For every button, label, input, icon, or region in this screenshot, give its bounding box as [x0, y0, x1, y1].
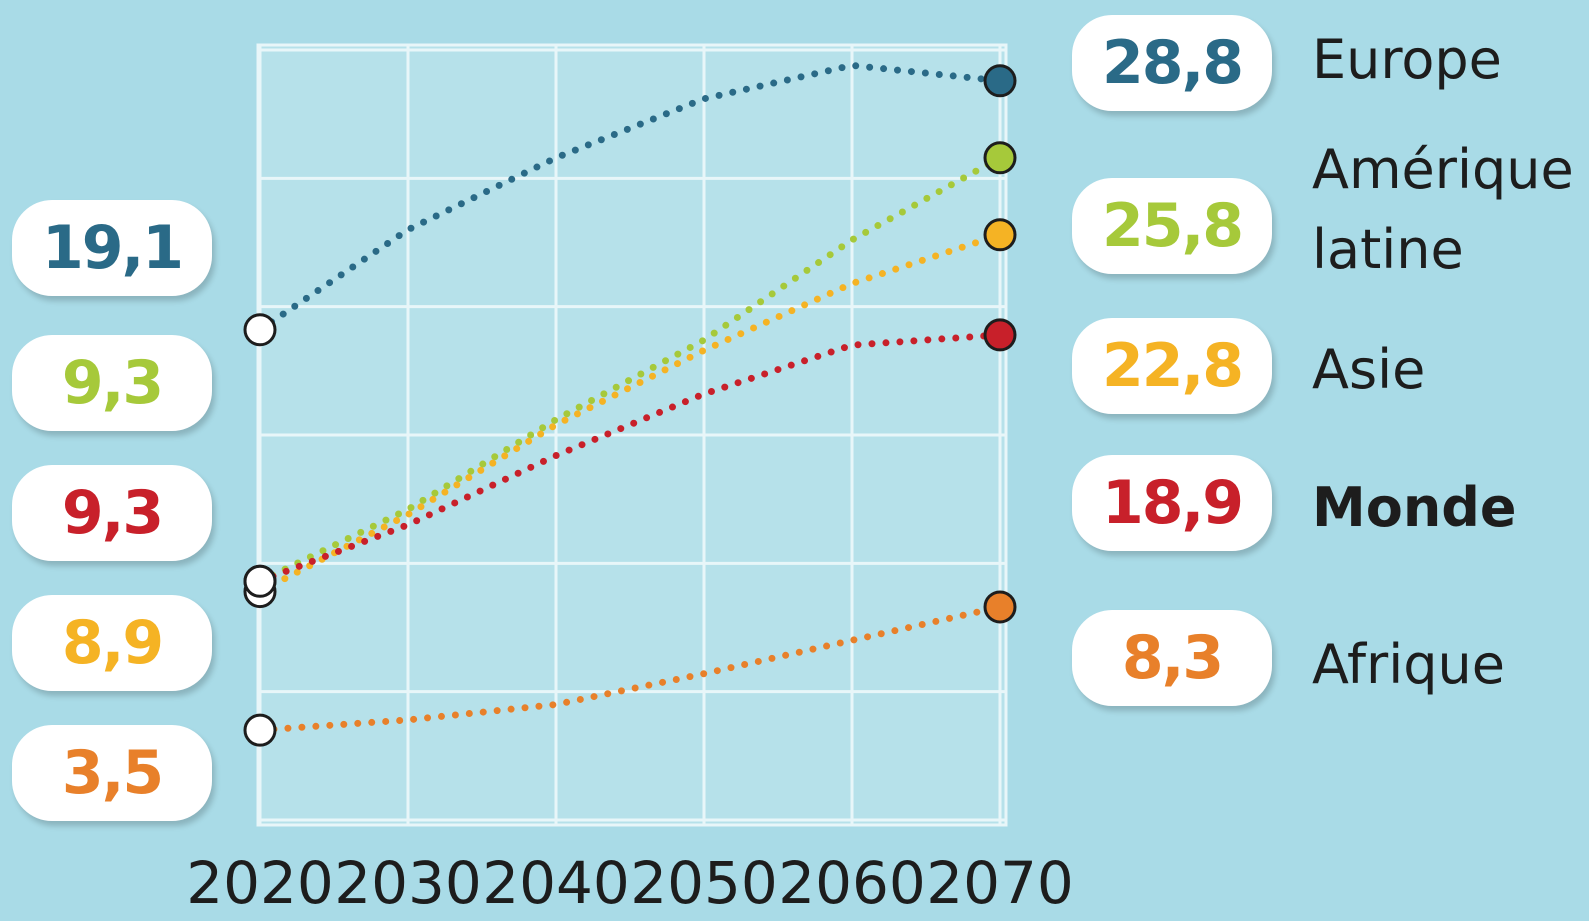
end-marker	[985, 592, 1015, 622]
start-marker	[245, 315, 275, 345]
x-tick-label: 2070	[926, 849, 1074, 917]
end-marker	[985, 320, 1015, 350]
end-value-label: 25,8	[1072, 178, 1272, 274]
chart: 202020302040205020602070 19,1 9,3 9,3 8,9 3,…	[0, 0, 1589, 921]
start-marker	[245, 566, 275, 596]
start-value-label: 8,9	[12, 595, 212, 691]
start-value-label: 19,1	[12, 200, 212, 296]
end-marker	[985, 66, 1015, 96]
legend-label: Afrique	[1312, 625, 1582, 705]
end-marker	[985, 143, 1015, 173]
x-tick-label: 2030	[334, 849, 482, 917]
start-marker	[245, 715, 275, 745]
legend-label: Monde	[1312, 468, 1582, 548]
end-value-label: 28,8	[1072, 15, 1272, 111]
x-tick-label: 2050	[630, 849, 778, 917]
end-value-label: 22,8	[1072, 318, 1272, 414]
x-tick-label: 2020	[186, 849, 334, 917]
legend-label: Europe	[1312, 20, 1582, 100]
start-value-label: 9,3	[12, 335, 212, 431]
x-tick-label: 2060	[778, 849, 926, 917]
end-value-label: 8,3	[1072, 610, 1272, 706]
end-value-label: 18,9	[1072, 455, 1272, 551]
start-value-label: 9,3	[12, 465, 212, 561]
end-marker	[985, 220, 1015, 250]
start-value-label: 3,5	[12, 725, 212, 821]
legend-label: Asie	[1312, 330, 1582, 410]
x-tick-label: 2040	[482, 849, 630, 917]
legend-label: Amérique latine	[1312, 130, 1562, 290]
